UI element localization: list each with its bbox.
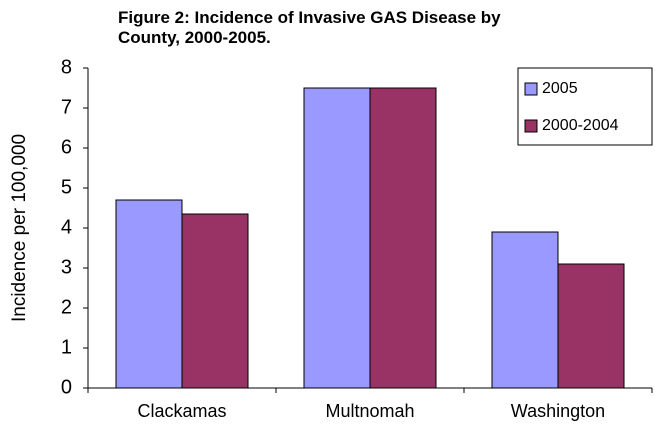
legend-label: 2005 <box>542 80 578 97</box>
y-tick-label: 7 <box>61 96 72 118</box>
bar <box>369 87 437 389</box>
y-tick-label: 0 <box>61 376 72 398</box>
legend-label: 2000-2004 <box>542 117 619 134</box>
y-tick-label: 2 <box>61 296 72 318</box>
x-tick-label: Clackamas <box>137 401 226 421</box>
bar <box>303 87 371 389</box>
y-tick-label: 8 <box>61 56 72 78</box>
legend-swatch <box>524 82 538 96</box>
x-tick-label: Multnomah <box>325 401 414 421</box>
y-tick-label: 3 <box>61 256 72 278</box>
bar <box>115 199 183 389</box>
legend-box <box>517 67 653 146</box>
chart-title: Figure 2: Incidence of Invasive GAS Dise… <box>118 8 501 47</box>
bar <box>557 263 625 389</box>
y-axis-label: Incidence per 100,000 <box>9 134 30 322</box>
bar <box>491 231 559 389</box>
x-tick-label: Washington <box>511 401 605 421</box>
y-tick-label: 6 <box>61 136 72 158</box>
y-tick-label: 5 <box>61 176 72 198</box>
y-tick-label: 4 <box>61 216 72 238</box>
legend-swatch <box>524 119 538 133</box>
y-tick-label: 1 <box>61 336 72 358</box>
bar <box>181 213 249 389</box>
